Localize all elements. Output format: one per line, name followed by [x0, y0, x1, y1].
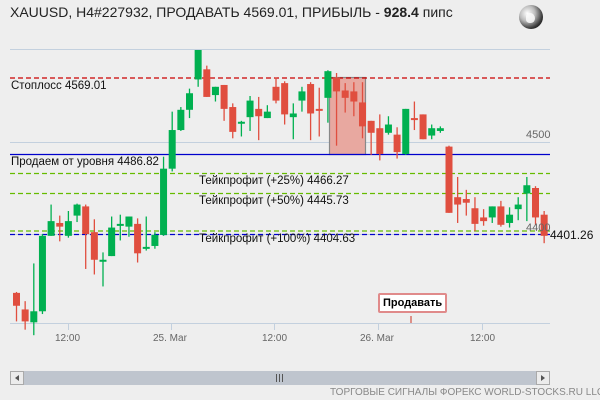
- candle: [272, 86, 280, 101]
- candle: [410, 118, 418, 121]
- candle: [315, 108, 323, 111]
- candle: [289, 113, 297, 118]
- candle: [298, 91, 306, 101]
- candle: [82, 206, 90, 234]
- globe-icon[interactable]: [519, 5, 543, 29]
- current-price-label: 4401.26: [550, 228, 594, 242]
- candle: [471, 208, 479, 224]
- candle: [168, 130, 176, 169]
- candle: [125, 216, 133, 227]
- candle: [160, 168, 168, 235]
- candle: [523, 185, 531, 194]
- candle: [454, 197, 462, 205]
- scroll-grip-icon[interactable]: [276, 374, 284, 382]
- stoploss-label: Стоплосс 4569.01: [11, 80, 107, 92]
- scroll-left-button[interactable]: [10, 371, 24, 385]
- candle: [488, 206, 496, 218]
- candle: [142, 246, 150, 249]
- profit-value: 928.4: [383, 4, 419, 20]
- candle: [462, 199, 470, 203]
- candle: [203, 69, 211, 97]
- footer-credit: ТОРГОВЫЕ СИГНАЛЫ ФОРЕКС WORLD-STOCKS.RU …: [330, 387, 600, 398]
- candle: [246, 100, 254, 118]
- scroll-right-button[interactable]: [536, 371, 550, 385]
- candle: [324, 71, 332, 98]
- candle: [56, 222, 64, 227]
- candle: [419, 114, 427, 140]
- candle: [436, 128, 444, 131]
- candle: [194, 50, 202, 80]
- candle: [13, 292, 20, 306]
- tp25-label: Тейкпрофит (+25%) 4466.27: [199, 175, 349, 187]
- x-tick-0: 12:00: [55, 333, 81, 344]
- candle: [428, 128, 436, 136]
- candle: [211, 86, 219, 96]
- candle: [30, 311, 38, 323]
- candle: [307, 84, 315, 114]
- candle: [402, 108, 410, 154]
- x-tick-2: 12:00: [262, 333, 288, 344]
- candle: [21, 309, 29, 322]
- x-tick-1: 25. Mar: [153, 333, 187, 344]
- candle: [497, 206, 505, 225]
- candle: [237, 121, 245, 124]
- candle: [229, 107, 237, 132]
- candle: [47, 221, 55, 236]
- candle: [367, 120, 375, 133]
- candle: [341, 90, 349, 98]
- y-tick-4400: 4400: [526, 222, 551, 234]
- candle: [393, 134, 401, 153]
- candle: [38, 235, 46, 312]
- candle: [376, 128, 384, 154]
- horizontal-scrollbar[interactable]: [10, 371, 550, 385]
- x-tick-4: 12:00: [470, 333, 496, 344]
- arrow-right-icon: [541, 375, 545, 381]
- tp100-label: Тейкпрофит (+100%) 4404.63: [199, 233, 356, 245]
- title-text: XAUUSD, H4#227932, ПРОДАВАТЬ 4569.01, ПР…: [10, 4, 384, 20]
- candle: [90, 232, 98, 260]
- candle: [151, 234, 159, 246]
- candle: [186, 93, 193, 110]
- x-tick-3: 26. Mar: [360, 333, 394, 344]
- sell-signal-flag: Продавать: [378, 293, 448, 313]
- candle: [108, 227, 116, 257]
- candle: [506, 214, 514, 223]
- candle: [350, 91, 358, 102]
- candle: [64, 221, 72, 236]
- y-tick-4500: 4500: [526, 129, 551, 141]
- entry-label: Продаем от уровня 4486.82: [11, 156, 159, 168]
- candle: [540, 214, 548, 236]
- candle: [480, 217, 488, 222]
- profit-unit: пипс: [418, 4, 453, 20]
- candle: [532, 188, 539, 218]
- chart-title: XAUUSD, H4#227932, ПРОДАВАТЬ 4569.01, ПР…: [10, 4, 453, 20]
- candles: [13, 50, 548, 336]
- candle: [73, 204, 81, 216]
- candle: [359, 102, 366, 127]
- candle: [177, 109, 185, 131]
- candle: [263, 111, 271, 119]
- candle: [514, 204, 522, 210]
- candle: [220, 84, 228, 109]
- candle: [255, 108, 263, 117]
- candle: [333, 77, 341, 92]
- candle: [445, 146, 453, 213]
- candle: [99, 259, 107, 262]
- candle: [384, 124, 392, 133]
- tp50-label: Тейкпрофит (+50%) 4445.73: [199, 195, 349, 207]
- arrow-left-icon: [15, 375, 19, 381]
- candle: [134, 223, 142, 254]
- candle: [116, 223, 124, 226]
- candle: [281, 83, 289, 115]
